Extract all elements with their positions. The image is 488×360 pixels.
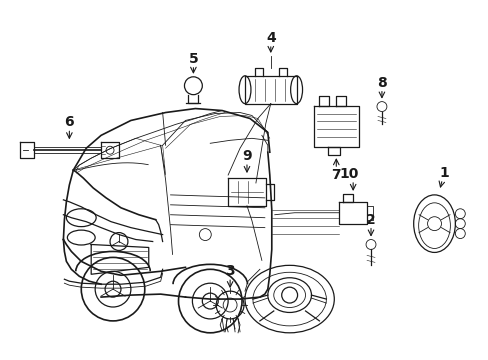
Text: 7: 7: [331, 168, 341, 182]
Text: 8: 8: [376, 76, 386, 90]
Text: 2: 2: [366, 213, 375, 227]
Text: 4: 4: [265, 31, 275, 45]
Text: 10: 10: [339, 167, 358, 181]
Text: 6: 6: [64, 116, 74, 130]
Text: 3: 3: [225, 264, 234, 278]
Text: 5: 5: [188, 52, 198, 66]
Text: 9: 9: [242, 149, 251, 163]
Text: 1: 1: [439, 166, 448, 180]
